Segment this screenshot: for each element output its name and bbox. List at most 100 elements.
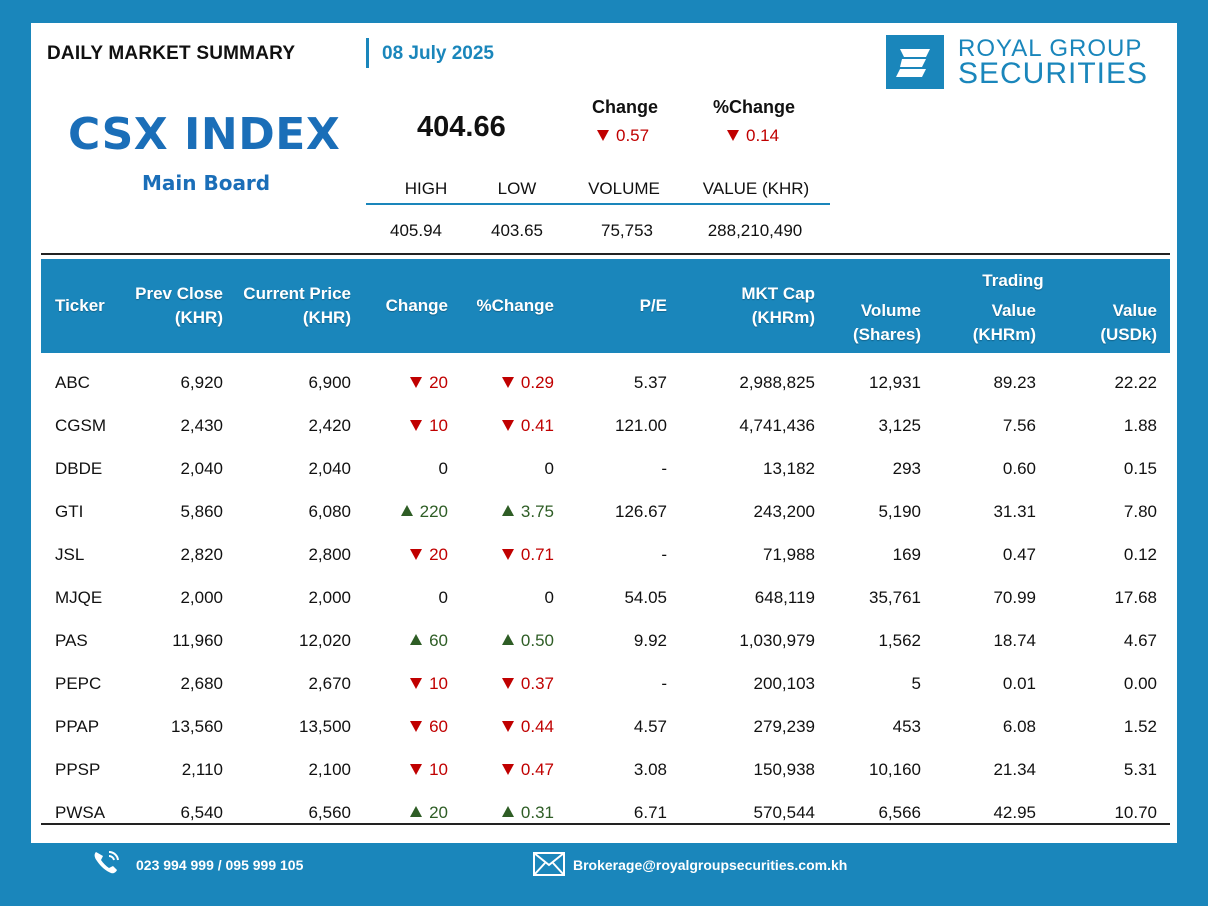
cell-change-value: 20: [429, 372, 448, 392]
cell-prev-close: 6,540: [121, 791, 236, 834]
cell-pe: 4.57: [567, 705, 680, 748]
cell-pe: 121.00: [567, 404, 680, 447]
stock-table: Ticker Prev Close (KHR) Current Price (K…: [41, 259, 1170, 834]
col-header-mkt-cap-line1: MKT Cap: [741, 284, 815, 303]
cell-change-value: 10: [429, 759, 448, 779]
phone-icon: [92, 849, 122, 875]
cell-change: 10: [364, 748, 461, 791]
cell-change-value: 0: [438, 458, 448, 478]
cell-volume-value: 3,125: [878, 415, 921, 435]
cell-prev-close: 2,040: [121, 447, 236, 490]
stat-value-high: 405.94: [390, 221, 442, 240]
triangle-down-icon: [597, 130, 609, 141]
cell-mkt-cap: 150,938: [680, 748, 828, 791]
cell-mkt-cap: 71,988: [680, 533, 828, 576]
cell-ticker-value: ABC: [55, 372, 90, 392]
cell-value-usd-value: 17.68: [1114, 587, 1157, 607]
triangle-down-icon: [501, 548, 514, 560]
cell-ticker: PPSP: [41, 748, 121, 791]
cell-value-usd-value: 10.70: [1114, 802, 1157, 822]
cell-ticker: DBDE: [41, 447, 121, 490]
col-header-pct-change-label: %Change: [476, 296, 554, 315]
cell-pct-change-value: 0.29: [520, 372, 554, 392]
cell-current-price-value: 2,100: [308, 759, 351, 779]
cell-prev-close-value: 6,540: [180, 802, 223, 822]
cell-current-price: 2,800: [236, 533, 364, 576]
cell-volume: 12,931: [828, 353, 934, 404]
cell-value-usd: 4.67: [1049, 619, 1170, 662]
cell-change-value: 20: [429, 544, 448, 564]
cell-pe-value: 4.57: [633, 716, 667, 736]
index-pct-change-value: 0.14: [746, 126, 780, 145]
col-header-pe-label: P/E: [639, 296, 667, 315]
index-pct-change-label: %Change: [713, 97, 796, 117]
cell-value-khr: 0.47: [934, 533, 1049, 576]
cell-ticker: PWSA: [41, 791, 121, 834]
cell-change: 10: [364, 662, 461, 705]
cell-ticker-value: JSL: [55, 544, 85, 564]
triangle-down-icon: [410, 720, 423, 732]
cell-value-usd-value: 0.12: [1123, 544, 1157, 564]
cell-pct-change-value: 0.47: [520, 759, 554, 779]
cell-mkt-cap: 13,182: [680, 447, 828, 490]
brand-mark-icon: [886, 35, 944, 89]
cell-current-price-value: 12,020: [299, 630, 351, 650]
triangle-down-icon: [727, 130, 739, 141]
cell-current-price-value: 2,420: [308, 415, 351, 435]
cell-current-price-value: 2,000: [308, 587, 351, 607]
cell-pe: 54.05: [567, 576, 680, 619]
cell-value-usd-value: 1.88: [1123, 415, 1157, 435]
cell-ticker: PEPC: [41, 662, 121, 705]
cell-ticker-value: PPAP: [55, 716, 100, 736]
cell-current-price: 2,100: [236, 748, 364, 791]
col-header-value-usd-line2: (USDk): [1100, 325, 1157, 344]
cell-value-usd-value: 4.67: [1123, 630, 1157, 650]
footer-email[interactable]: Brokerage@royalgroupsecurities.com.kh: [573, 857, 848, 873]
cell-current-price: 2,420: [236, 404, 364, 447]
stat-header-low: LOW: [497, 179, 537, 198]
cell-pct-change: 0.41: [461, 404, 567, 447]
cell-ticker-value: CGSM: [55, 415, 106, 435]
triangle-up-icon: [410, 805, 423, 817]
cell-mkt-cap: 1,030,979: [680, 619, 828, 662]
board-name: Main Board: [142, 171, 271, 195]
cell-ticker-value: PWSA: [55, 802, 106, 822]
cell-value-usd: 5.31: [1049, 748, 1170, 791]
stat-value-value: 288,210,490: [707, 221, 803, 240]
cell-value-khr-value: 0.47: [1002, 544, 1036, 564]
cell-pe-value: 9.92: [633, 630, 667, 650]
cell-ticker-value: GTI: [55, 501, 84, 521]
cell-mkt-cap-value: 71,988: [763, 544, 815, 564]
col-header-change: Change: [364, 259, 461, 353]
cell-ticker: PAS: [41, 619, 121, 662]
col-header-value-khr-line1: Value: [991, 301, 1036, 320]
cell-value-usd: 7.80: [1049, 490, 1170, 533]
cell-prev-close: 2,000: [121, 576, 236, 619]
cell-pe-value: 3.08: [633, 759, 667, 779]
cell-prev-close-value: 2,430: [180, 415, 223, 435]
cell-mkt-cap-value: 243,200: [753, 501, 815, 521]
cell-volume: 5: [828, 662, 934, 705]
index-change-label: Change: [592, 97, 659, 117]
cell-current-price: 6,900: [236, 353, 364, 404]
cell-value-khr: 42.95: [934, 791, 1049, 834]
cell-prev-close-value: 11,960: [172, 630, 223, 650]
cell-pe: 6.71: [567, 791, 680, 834]
col-header-prev-close-line2: (KHR): [174, 308, 223, 327]
cell-pe: 9.92: [567, 619, 680, 662]
cell-pct-change: 0.50: [461, 619, 567, 662]
cell-volume-value: 453: [892, 716, 921, 736]
cell-current-price-value: 2,670: [308, 673, 351, 693]
cell-volume: 3,125: [828, 404, 934, 447]
stat-header-value: VALUE (KHR): [702, 179, 810, 198]
cell-volume: 5,190: [828, 490, 934, 533]
footer-phone[interactable]: 023 994 999 / 095 999 105: [136, 857, 304, 873]
cell-pct-change: 0.31: [461, 791, 567, 834]
cell-pe-value: 5.37: [633, 372, 667, 392]
cell-mkt-cap-value: 2,988,825: [739, 372, 815, 392]
cell-pe: -: [567, 662, 680, 705]
cell-pe-value: -: [661, 458, 667, 478]
cell-value-khr: 31.31: [934, 490, 1049, 533]
table-row: CGSM 2,430 2,420 10 0.41 121.00 4,741,436 3,125…: [41, 404, 1170, 447]
cell-value-usd: 1.52: [1049, 705, 1170, 748]
